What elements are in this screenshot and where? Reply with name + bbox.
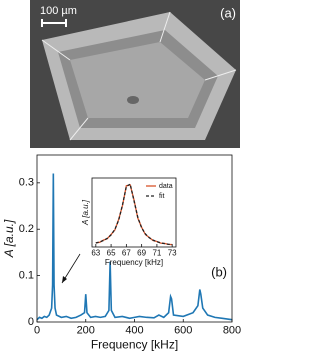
series-line	[95, 183, 173, 246]
series-line	[36, 173, 233, 321]
scale-label: 100 µm	[40, 5, 77, 17]
y-axis-label: A [a.u.]	[2, 219, 16, 258]
y-tick-label: 0	[28, 316, 34, 328]
x-tick-label: 63	[91, 249, 100, 258]
arrow-head	[62, 276, 67, 283]
x-tick-label: 800	[223, 325, 241, 337]
x-tick-label: 73	[168, 249, 177, 258]
x-tick-label: 67	[122, 249, 131, 258]
x-tick-label: 65	[107, 249, 116, 258]
panel-label: (b)	[211, 264, 227, 279]
x-tick-label: 200	[77, 325, 95, 337]
x-axis-label: Frequency [kHz]	[91, 337, 178, 351]
x-tick-label: 400	[125, 325, 143, 337]
y-tick-label: 0.3	[19, 177, 34, 189]
plot-frame	[91, 177, 177, 248]
y-tick-label: 0.1	[19, 270, 34, 282]
x-tick-label: 71	[152, 249, 161, 258]
inset-background	[92, 178, 176, 247]
legend-label: fit	[159, 193, 165, 200]
panel-label: (a)	[220, 5, 236, 20]
x-tick-label: 600	[174, 325, 192, 337]
legend-label: data	[159, 183, 173, 190]
x-axis-label: Frequency [kHz]	[105, 258, 163, 267]
sem-image: 100 µm (a)	[30, 0, 240, 148]
y-tick-label: 0.2	[19, 223, 34, 235]
y-axis-label: A [a.u.]	[81, 199, 90, 226]
x-tick-label: 0	[34, 325, 40, 337]
figure: 100 µm (a) 0 200 400 600 800 0 0.1 0.2 0.3 Freque…	[2, 0, 241, 351]
x-tick-label: 69	[137, 249, 146, 258]
